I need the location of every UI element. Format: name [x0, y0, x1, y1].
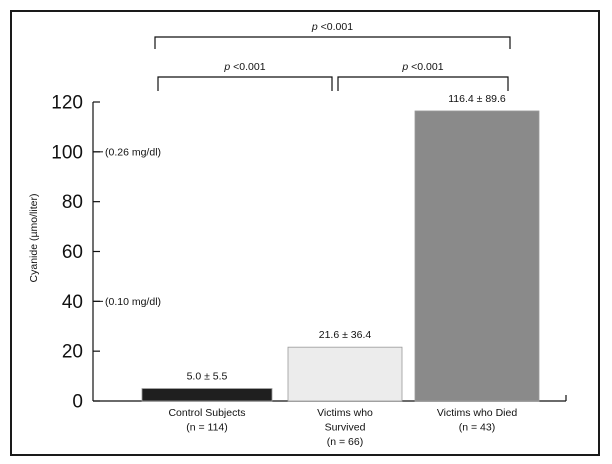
y-axis-title: Cyanide (µmo/liter)	[28, 194, 40, 283]
bar	[414, 110, 540, 402]
x-tick-label: Victims who Died	[437, 407, 517, 419]
bar-value-label: 21.6 ± 36.4	[319, 329, 372, 341]
y-tick-label: 40	[62, 292, 83, 313]
bar-value-label: 5.0 ± 5.5	[187, 371, 228, 383]
bar-value-label: 116.4 ± 89.6	[448, 93, 506, 105]
p-value-label: p <0.001	[401, 61, 443, 73]
y-tick-label: 0	[72, 392, 83, 413]
p-value: <0.001	[321, 21, 354, 33]
p-symbol: p	[401, 61, 411, 73]
x-tick-label: Victims who	[317, 407, 373, 419]
p-value-label: p <0.001	[223, 61, 265, 73]
significance-bracket	[154, 36, 511, 49]
significance-bracket	[337, 76, 509, 91]
reference-label: (0.10 mg/dl)	[105, 296, 161, 308]
x-tick-label: (n = 43)	[459, 422, 495, 434]
significance-bracket	[157, 76, 333, 91]
y-tick-label: 100	[51, 142, 83, 163]
p-value-label: p <0.001	[311, 21, 353, 33]
x-tick-label: (n = 66)	[327, 436, 363, 448]
reference-label: (0.26 mg/dl)	[105, 146, 161, 158]
y-tick-label: 20	[62, 342, 83, 363]
x-tick-label: (n = 114)	[186, 422, 228, 434]
y-tick-label: 60	[62, 242, 83, 263]
y-tick-label: 80	[62, 192, 83, 213]
x-tick-label: Control Subjects	[168, 407, 245, 419]
p-symbol: p	[223, 61, 233, 73]
p-value: <0.001	[233, 61, 266, 73]
p-value: <0.001	[411, 61, 444, 73]
p-symbol: p	[311, 21, 321, 33]
x-tick-label: Survived	[325, 422, 366, 434]
bar	[141, 388, 273, 402]
y-tick-label: 120	[51, 93, 83, 114]
bar	[287, 346, 403, 402]
